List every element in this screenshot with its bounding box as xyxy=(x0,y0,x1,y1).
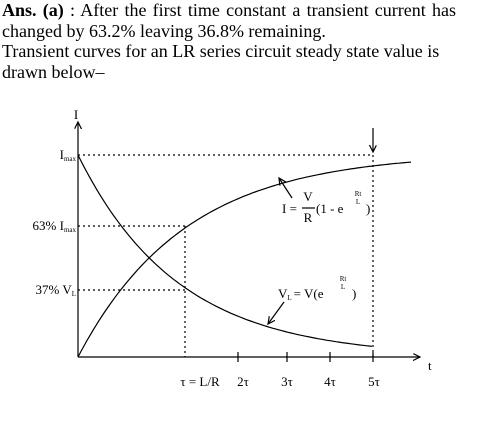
level-label: 63% Imax xyxy=(33,218,77,234)
label: ) xyxy=(352,286,356,301)
label: I xyxy=(60,147,64,162)
label: Rt xyxy=(340,275,347,283)
label: L xyxy=(72,290,76,298)
level-label: Imax xyxy=(60,147,77,163)
label: R xyxy=(304,210,313,225)
level-label: 37% VL xyxy=(35,282,76,298)
intro: Transient curves for an LR series circui… xyxy=(2,41,440,82)
x-axis-label: t xyxy=(428,358,432,373)
label: V xyxy=(303,189,313,204)
label: L xyxy=(341,283,345,291)
voltage-curve xyxy=(77,154,373,347)
label: 63% I xyxy=(33,218,64,233)
x-tick-label: 2τ xyxy=(237,374,249,389)
label: max xyxy=(64,155,77,163)
answer-text: : After the first time constant a transi… xyxy=(2,0,457,41)
x-tick-label: 3τ xyxy=(281,374,293,389)
current-curve xyxy=(77,161,412,358)
voltage-formula: VL = V(e Rt L ) xyxy=(278,275,356,302)
label: = V(e xyxy=(294,286,324,301)
svg-text:VL= V(e: VL = V(e xyxy=(278,286,324,302)
label: (1 - e xyxy=(316,201,344,216)
text-block: Ans. (a) : After the first time constant… xyxy=(2,0,456,82)
label: max xyxy=(64,226,77,234)
y-axis-label: I xyxy=(74,107,78,122)
label: L xyxy=(356,198,360,206)
current-formula: I = V R (1 - e Rt L ) xyxy=(282,189,370,225)
answer-label: Ans. (a) xyxy=(2,0,64,20)
answer: Ans. (a) : After the first time constant… xyxy=(2,0,456,41)
label: I = xyxy=(282,201,297,216)
arrow xyxy=(268,301,285,324)
label: Rt xyxy=(355,190,362,198)
label: 37% V xyxy=(35,282,72,297)
label: L xyxy=(287,294,291,302)
tick-marks xyxy=(237,352,374,362)
label: V xyxy=(278,286,288,301)
x-tick-label: 5τ xyxy=(368,374,380,389)
x-tick-label: 4τ xyxy=(324,374,336,389)
arrow xyxy=(279,178,293,199)
x-tick-label: τ = L/R xyxy=(180,374,220,389)
label: ) xyxy=(366,201,370,216)
